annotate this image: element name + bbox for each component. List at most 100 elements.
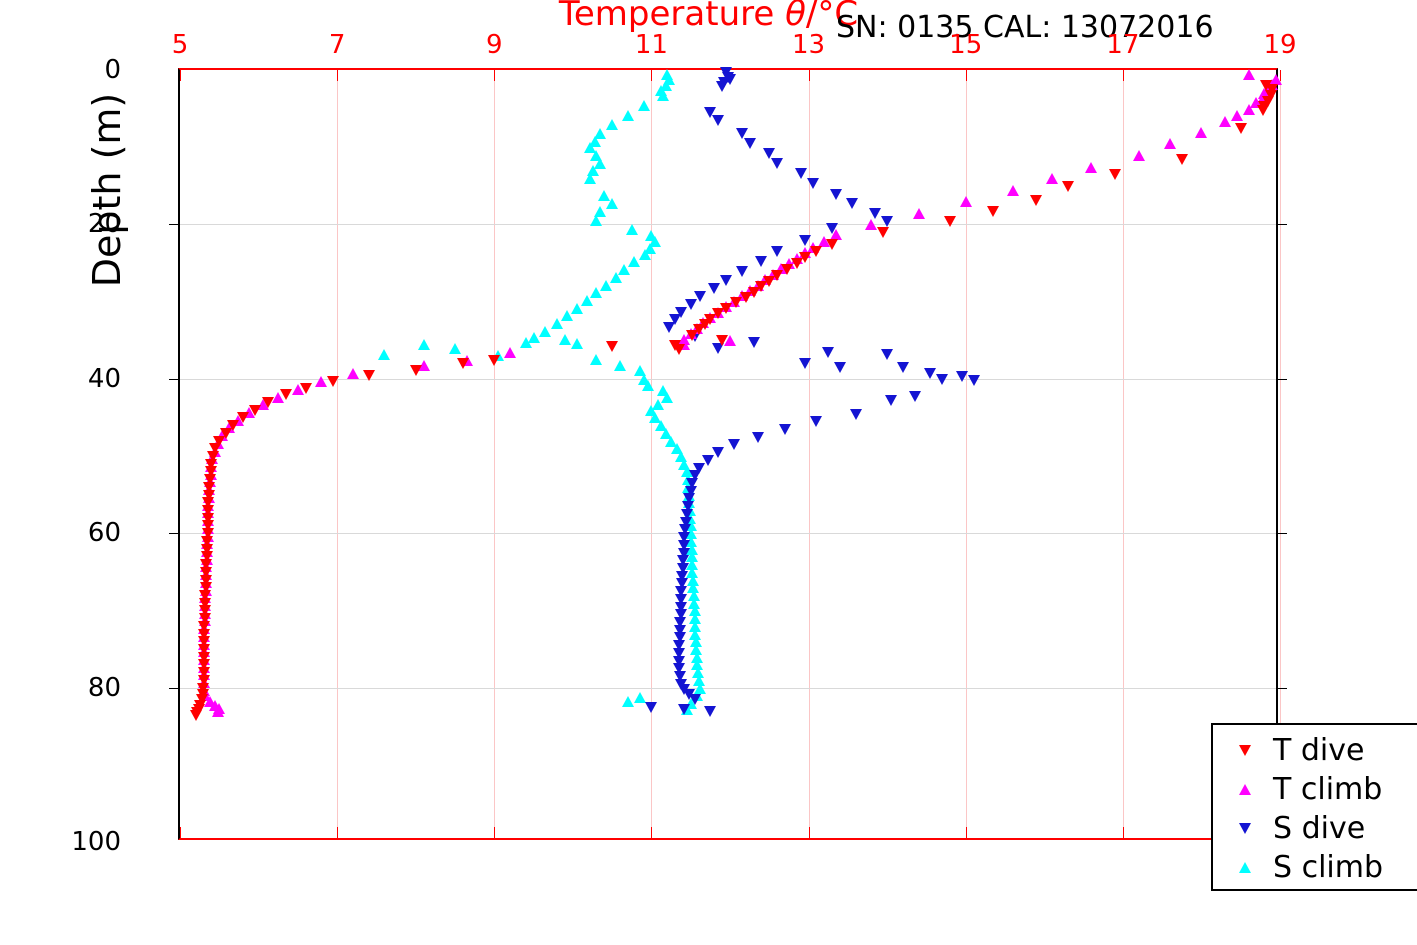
data-point [881, 216, 894, 228]
data-point [678, 704, 691, 716]
data-point [743, 138, 756, 150]
data-point [651, 398, 664, 410]
data-point [456, 358, 469, 370]
data-point [716, 335, 729, 347]
data-point [712, 308, 725, 320]
data-point [657, 90, 670, 102]
data-point [675, 451, 688, 462]
y-axis-tick-label-left: 20 [87, 209, 121, 240]
data-point [684, 485, 697, 497]
data-point [299, 383, 312, 395]
chart-title-unit: /°C [805, 0, 859, 34]
data-point [378, 349, 391, 361]
grid-line-vertical [1122, 70, 1124, 838]
data-point [676, 562, 689, 574]
x-axis-tick-label: 5 [171, 30, 189, 60]
data-point [826, 239, 839, 251]
data-point [207, 451, 219, 462]
grid-line-vertical [1280, 70, 1281, 838]
data-point [689, 628, 702, 640]
legend[interactable]: T dive T climb S dive S climb [1211, 723, 1417, 891]
data-point [584, 142, 597, 154]
data-point [708, 283, 721, 295]
data-point [673, 624, 686, 636]
data-point [197, 667, 210, 679]
y-axis-tick [169, 687, 180, 689]
data-point [679, 524, 692, 536]
data-point [1219, 115, 1231, 127]
data-point [704, 705, 717, 717]
data-point [198, 636, 211, 648]
data-point [211, 705, 224, 717]
data-point [590, 149, 603, 161]
data-point [641, 379, 654, 391]
data-point [675, 306, 688, 318]
y-axis-tick [1276, 378, 1287, 380]
data-point [822, 346, 835, 358]
data-point [527, 332, 540, 344]
data-point [588, 136, 601, 148]
legend-label-s-climb: S climb [1273, 850, 1384, 885]
y-axis-tick [1276, 533, 1287, 535]
legend-item-t-dive[interactable]: T dive [1213, 731, 1417, 770]
data-point [203, 474, 216, 486]
data-point [694, 291, 707, 303]
data-point [669, 314, 681, 326]
data-point [673, 632, 686, 644]
data-point [197, 651, 210, 663]
data-point [771, 157, 784, 169]
x-axis-tick-label: 9 [486, 30, 503, 60]
s-climb-marker-icon [1213, 848, 1273, 887]
chart-title-text: Temperature [558, 0, 786, 34]
data-point [686, 566, 699, 578]
y-axis-tick [1276, 687, 1287, 689]
data-point [362, 369, 375, 381]
data-point [570, 302, 583, 314]
data-point [559, 333, 571, 345]
data-point [674, 601, 687, 613]
data-point [581, 295, 593, 307]
data-point [672, 647, 685, 659]
data-point [614, 359, 626, 371]
data-point [617, 264, 630, 276]
data-point [199, 566, 212, 578]
data-point [720, 274, 733, 286]
data-point [698, 318, 711, 330]
legend-item-s-climb[interactable]: S climb [1213, 848, 1417, 887]
data-point [203, 489, 216, 501]
data-point [628, 256, 641, 268]
x-axis-tick [180, 827, 181, 838]
legend-item-s-dive[interactable]: S dive [1213, 809, 1417, 848]
grid-line-vertical [494, 70, 496, 838]
data-point [967, 375, 980, 387]
data-point [315, 376, 328, 388]
data-point [672, 640, 685, 652]
data-point [204, 466, 217, 478]
x-axis-tick [494, 827, 496, 838]
data-point [1085, 161, 1098, 173]
data-point [643, 242, 656, 254]
y-axis-tick [1276, 224, 1287, 226]
data-point [199, 589, 212, 601]
data-point [691, 651, 703, 663]
data-point [504, 346, 516, 358]
data-point [685, 551, 698, 563]
data-point [201, 520, 214, 532]
y-axis-tick [169, 378, 180, 380]
data-point [606, 341, 619, 353]
data-point [849, 408, 862, 420]
data-point [227, 420, 240, 432]
legend-item-t-climb[interactable]: T climb [1213, 770, 1417, 809]
data-point [735, 128, 748, 140]
sensor-annotation: SN: 0135 CAL: 13072016 [836, 10, 1214, 45]
data-point [959, 196, 972, 208]
data-point [798, 251, 811, 263]
data-point [680, 466, 693, 478]
data-point [689, 620, 702, 632]
data-point [686, 478, 699, 490]
data-point [688, 605, 701, 617]
data-point [1175, 153, 1188, 165]
data-point [637, 373, 650, 385]
data-point [680, 508, 693, 520]
